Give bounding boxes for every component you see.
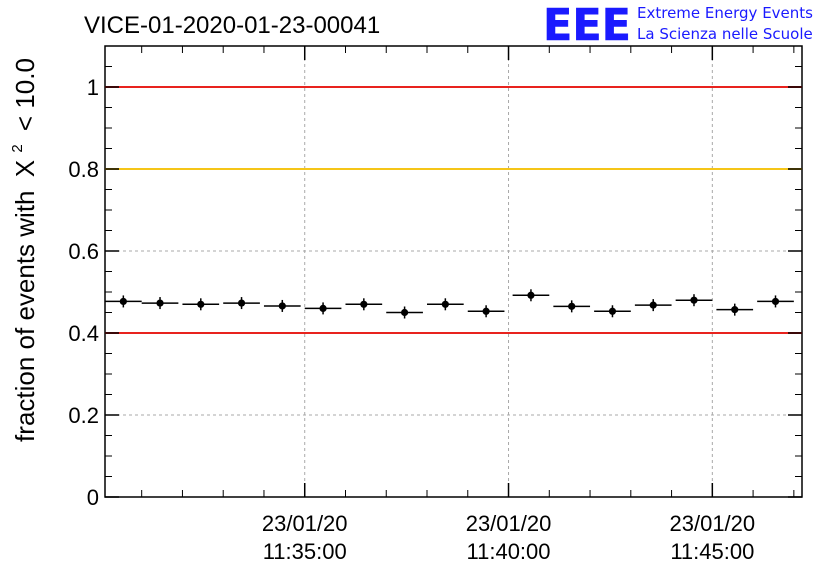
- y-tick-label: 0.6: [68, 239, 99, 264]
- axis-ticks: 0 0.2 0.4 0.6 0.8 1 23/01/20 11:35:00 23/01/20 11…: [68, 46, 802, 564]
- data-point: [716, 303, 754, 316]
- y-axis-label-prefix: fraction of events with: [10, 190, 40, 441]
- data-point: [553, 300, 591, 313]
- data-point: [757, 295, 794, 308]
- data-point: [345, 298, 383, 311]
- point-marker: [771, 297, 780, 306]
- y-axis-label-superscript: 2: [9, 144, 26, 152]
- y-tick-label: 0.2: [68, 403, 99, 428]
- point-marker: [278, 302, 286, 310]
- data-point: [105, 295, 142, 308]
- data-point: [304, 302, 342, 315]
- x-tick-label-date: 23/01/20: [670, 511, 756, 536]
- x-tick-label-time: 11:45:00: [670, 539, 754, 564]
- grid-layer: [105, 46, 802, 497]
- data-point: [427, 298, 464, 311]
- eee-logo: EEE Extreme Energy Events La Scienza nel…: [543, 0, 813, 51]
- data-point: [634, 299, 672, 312]
- point-marker: [441, 300, 449, 308]
- point-marker: [237, 299, 246, 307]
- point-marker: [690, 296, 698, 304]
- y-axis-label: fraction of events with X 2 < 10.0: [0, 58, 40, 442]
- x-tick-label-date: 23/01/20: [262, 511, 348, 536]
- point-marker: [608, 307, 617, 315]
- chart-title: VICE-01-2020-01-23-00041: [84, 12, 380, 39]
- logo-mark: EEE: [543, 0, 631, 51]
- data-point: [223, 297, 260, 310]
- data-point: [467, 305, 505, 318]
- data-point: [263, 299, 301, 312]
- y-tick-label: 0.8: [68, 157, 99, 182]
- logo-line-1: Extreme Energy Events: [637, 4, 813, 22]
- y-tick-label: 1: [87, 75, 99, 100]
- data-points: [105, 289, 794, 319]
- point-marker: [649, 301, 657, 309]
- data-point: [141, 297, 179, 310]
- point-marker: [360, 300, 368, 308]
- y-axis-label-symbol: X: [10, 160, 40, 177]
- data-point: [594, 305, 631, 318]
- point-marker: [319, 304, 327, 312]
- data-point: [386, 306, 423, 319]
- point-marker: [119, 297, 127, 306]
- reference-lines: [105, 86, 802, 334]
- x-tick-label-time: 11:40:00: [467, 539, 551, 564]
- x-tick-label-date: 23/01/20: [466, 511, 552, 536]
- logo-line-2: La Scienza nelle Scuole: [637, 25, 813, 43]
- plot-area: [104, 45, 803, 498]
- x-tick-label-time: 11:35:00: [263, 539, 347, 564]
- point-marker: [400, 308, 409, 317]
- y-axis-label-suffix: < 10.0: [10, 58, 40, 131]
- point-marker: [731, 306, 739, 314]
- y-tick-label: 0.4: [68, 321, 99, 346]
- data-point: [675, 294, 713, 307]
- y-tick-label: 0: [87, 485, 99, 510]
- data-point: [182, 298, 220, 311]
- point-marker: [197, 300, 205, 308]
- point-marker: [156, 299, 164, 307]
- point-marker: [482, 307, 490, 315]
- data-point: [512, 289, 550, 302]
- point-marker: [568, 302, 576, 310]
- point-marker: [527, 291, 535, 299]
